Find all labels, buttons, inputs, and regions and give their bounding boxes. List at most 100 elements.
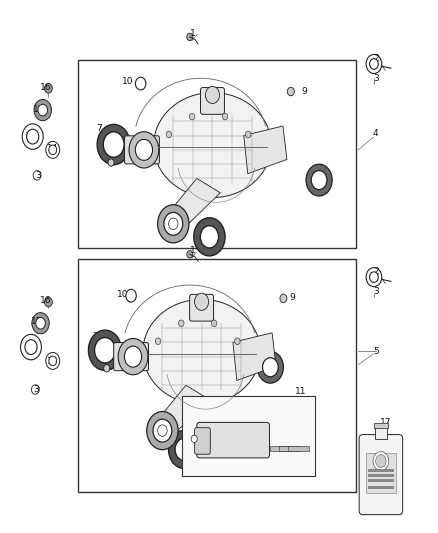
Circle shape: [25, 340, 37, 354]
Bar: [368, 486, 394, 489]
Circle shape: [169, 430, 200, 469]
FancyBboxPatch shape: [194, 427, 210, 454]
Circle shape: [306, 164, 332, 196]
Circle shape: [205, 86, 219, 103]
Text: 3: 3: [35, 171, 41, 180]
Circle shape: [32, 385, 39, 394]
Circle shape: [222, 113, 228, 120]
Circle shape: [158, 425, 167, 437]
Circle shape: [88, 330, 121, 370]
FancyBboxPatch shape: [359, 434, 403, 515]
FancyBboxPatch shape: [197, 422, 269, 458]
Text: 3: 3: [373, 287, 378, 296]
Polygon shape: [244, 126, 287, 174]
Circle shape: [187, 251, 193, 258]
Circle shape: [45, 84, 52, 93]
Bar: [368, 474, 394, 477]
Circle shape: [22, 124, 43, 149]
Circle shape: [262, 358, 278, 377]
Circle shape: [95, 337, 116, 363]
Text: 7: 7: [92, 332, 98, 341]
Circle shape: [135, 139, 152, 160]
Text: 15: 15: [31, 317, 42, 326]
Polygon shape: [155, 385, 209, 438]
Bar: [368, 469, 394, 472]
Text: 3: 3: [33, 385, 39, 394]
Circle shape: [147, 411, 178, 450]
Text: 16: 16: [40, 83, 52, 92]
Text: 5: 5: [373, 347, 378, 356]
Circle shape: [166, 131, 172, 138]
Circle shape: [49, 356, 57, 366]
Circle shape: [287, 87, 294, 96]
Circle shape: [194, 293, 208, 310]
Circle shape: [135, 77, 146, 90]
Text: 14: 14: [24, 343, 35, 352]
Circle shape: [175, 438, 193, 461]
Circle shape: [189, 113, 195, 120]
Circle shape: [129, 132, 159, 168]
Circle shape: [370, 59, 378, 69]
Circle shape: [126, 289, 136, 302]
Circle shape: [366, 54, 382, 74]
Circle shape: [245, 131, 251, 138]
Circle shape: [200, 225, 219, 248]
Circle shape: [257, 351, 283, 383]
Text: 12: 12: [185, 433, 196, 442]
Circle shape: [158, 205, 189, 243]
Circle shape: [49, 145, 57, 155]
Text: 3: 3: [373, 74, 378, 83]
Bar: [182, 397, 315, 476]
Text: 14: 14: [47, 358, 58, 367]
Circle shape: [179, 320, 184, 327]
Ellipse shape: [154, 93, 271, 198]
Text: 10: 10: [117, 289, 128, 298]
Circle shape: [36, 317, 46, 329]
Circle shape: [194, 217, 225, 256]
Polygon shape: [233, 333, 276, 381]
Text: 17: 17: [379, 418, 391, 427]
Bar: [366, 453, 396, 493]
FancyBboxPatch shape: [190, 294, 214, 321]
Bar: [78, 259, 356, 492]
Text: 15: 15: [33, 104, 44, 114]
Text: 1: 1: [190, 246, 196, 255]
Circle shape: [97, 124, 130, 165]
Circle shape: [164, 212, 183, 235]
Text: 7: 7: [96, 124, 102, 133]
Circle shape: [191, 435, 197, 442]
Circle shape: [211, 320, 217, 327]
Text: 10: 10: [122, 77, 133, 86]
Bar: [78, 60, 356, 248]
Ellipse shape: [143, 300, 260, 405]
Circle shape: [33, 171, 41, 180]
Bar: [288, 446, 309, 451]
Text: 13: 13: [284, 420, 295, 429]
Text: 9: 9: [110, 157, 115, 166]
Circle shape: [103, 132, 124, 157]
Circle shape: [46, 141, 60, 158]
Text: 6: 6: [277, 363, 283, 372]
Text: 9: 9: [107, 363, 113, 372]
Circle shape: [187, 33, 193, 41]
Text: 6: 6: [323, 173, 328, 182]
Circle shape: [280, 294, 287, 303]
Circle shape: [124, 346, 141, 367]
Circle shape: [45, 297, 52, 307]
Circle shape: [235, 338, 240, 344]
Circle shape: [376, 455, 386, 467]
Circle shape: [311, 171, 327, 190]
Text: 8: 8: [192, 449, 198, 458]
Text: 2: 2: [373, 54, 378, 63]
Text: 2: 2: [373, 268, 378, 276]
FancyBboxPatch shape: [114, 343, 148, 370]
Text: 8: 8: [212, 237, 218, 246]
Bar: [270, 446, 291, 451]
Circle shape: [104, 365, 110, 372]
Circle shape: [155, 338, 161, 344]
Text: 4: 4: [373, 130, 378, 139]
Circle shape: [153, 419, 172, 442]
Text: 16: 16: [40, 296, 52, 305]
Circle shape: [169, 218, 178, 230]
Circle shape: [373, 451, 389, 471]
